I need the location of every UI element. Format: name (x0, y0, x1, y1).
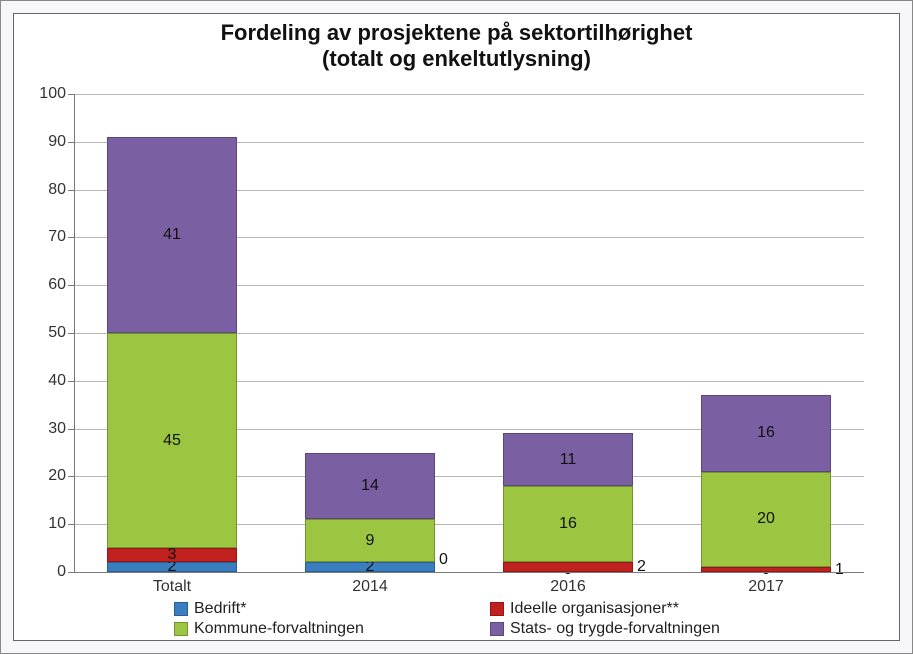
gridline (74, 94, 864, 95)
legend-item: Kommune-forvaltningen (174, 620, 450, 638)
bar-value-label: 2 (637, 558, 646, 576)
y-tick-label: 50 (48, 324, 66, 342)
bar-value-label: 16 (757, 424, 775, 442)
bar-value-label: 41 (163, 226, 181, 244)
bar-value-label: 20 (757, 510, 775, 528)
legend-item: Bedrift* (174, 600, 450, 618)
y-tick-label: 90 (48, 133, 66, 151)
y-tick-label: 10 (48, 515, 66, 533)
bar-value-label: 3 (168, 546, 177, 564)
x-tick-label: 2017 (748, 578, 784, 596)
bar-value-label: 14 (361, 477, 379, 495)
y-tick-label: 60 (48, 276, 66, 294)
bar-value-label: 0 (439, 551, 448, 569)
y-axis (74, 94, 75, 572)
legend-swatch (490, 622, 504, 636)
bar-group: 20914 (305, 453, 435, 573)
legend-swatch (174, 622, 188, 636)
bar-value-label: 9 (366, 532, 375, 550)
legend-swatch (490, 602, 504, 616)
legend-item: Stats- og trygde-forvaltningen (490, 620, 766, 638)
bar-value-label: 16 (559, 515, 577, 533)
y-tick-label: 70 (48, 228, 66, 246)
bar-segment-ideelle (503, 562, 633, 572)
x-axis (74, 572, 864, 573)
legend-swatch (174, 602, 188, 616)
bar-group: 234541 (107, 137, 237, 572)
chart-title-line2: (totalt og enkeltutlysning) (14, 46, 899, 72)
bar-group: 012016 (701, 395, 831, 572)
x-tick-label: 2016 (550, 578, 586, 596)
x-tick-label: 2014 (352, 578, 388, 596)
legend-label: Stats- og trygde-forvaltningen (510, 620, 720, 638)
bar-group: 021611 (503, 433, 633, 572)
bar-value-label: 45 (163, 432, 181, 450)
bar-value-label: 11 (560, 451, 577, 469)
y-tick-label: 100 (39, 85, 66, 103)
bar-value-label: 1 (835, 561, 844, 579)
chart-frame: Fordeling av prosjektene på sektortilhør… (13, 13, 900, 641)
legend-label: Ideelle organisasjoner** (510, 600, 679, 618)
y-tick-label: 20 (48, 467, 66, 485)
legend-label: Bedrift* (194, 600, 246, 618)
chart-title: Fordeling av prosjektene på sektortilhør… (14, 14, 899, 73)
legend-label: Kommune-forvaltningen (194, 620, 364, 638)
legend: Bedrift* Ideelle organisasjoner** Kommune-… (74, 600, 864, 640)
y-tick-label: 40 (48, 372, 66, 390)
y-tick-label: 30 (48, 420, 66, 438)
legend-item: Ideelle organisasjoner** (490, 600, 766, 618)
y-tick-label: 80 (48, 181, 66, 199)
plot-background: 0102030405060708090100Totalt234541201420… (74, 94, 864, 572)
outer-frame: Fordeling av prosjektene på sektortilhør… (0, 0, 913, 654)
x-tick-label: Totalt (153, 578, 191, 596)
y-tick-label: 0 (57, 563, 66, 581)
chart-title-line1: Fordeling av prosjektene på sektortilhør… (14, 20, 899, 46)
plot-area: 0102030405060708090100Totalt234541201420… (74, 94, 864, 572)
